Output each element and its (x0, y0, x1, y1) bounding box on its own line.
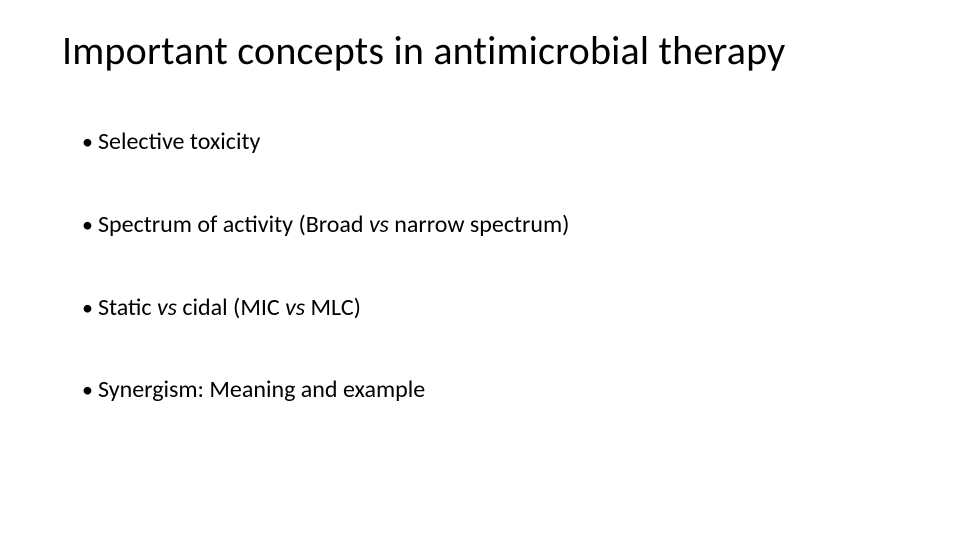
bullet-text: MLC) (305, 293, 361, 322)
bullet-text: Synergism: Meaning and example (98, 375, 425, 404)
list-item: Static vs cidal (MIC vs MLC) (82, 294, 898, 323)
bullet-italic: vs (285, 293, 305, 322)
list-item: Selective toxicity (82, 128, 898, 157)
bullet-list: Selective toxicity Spectrum of activity … (62, 128, 898, 405)
bullet-text: Spectrum of activity (Broad (98, 210, 369, 239)
list-item: Spectrum of activity (Broad vs narrow sp… (82, 211, 898, 240)
bullet-text: cidal (MIC (177, 293, 285, 322)
slide-title: Important concepts in antimicrobial ther… (62, 28, 898, 74)
bullet-italic: vs (369, 210, 389, 239)
bullet-text: Static (98, 293, 157, 322)
bullet-text: narrow spectrum) (389, 210, 570, 239)
bullet-italic: vs (157, 293, 177, 322)
bullet-text: Selective toxicity (98, 127, 260, 156)
slide: Important concepts in antimicrobial ther… (0, 0, 960, 540)
list-item: Synergism: Meaning and example (82, 376, 898, 405)
